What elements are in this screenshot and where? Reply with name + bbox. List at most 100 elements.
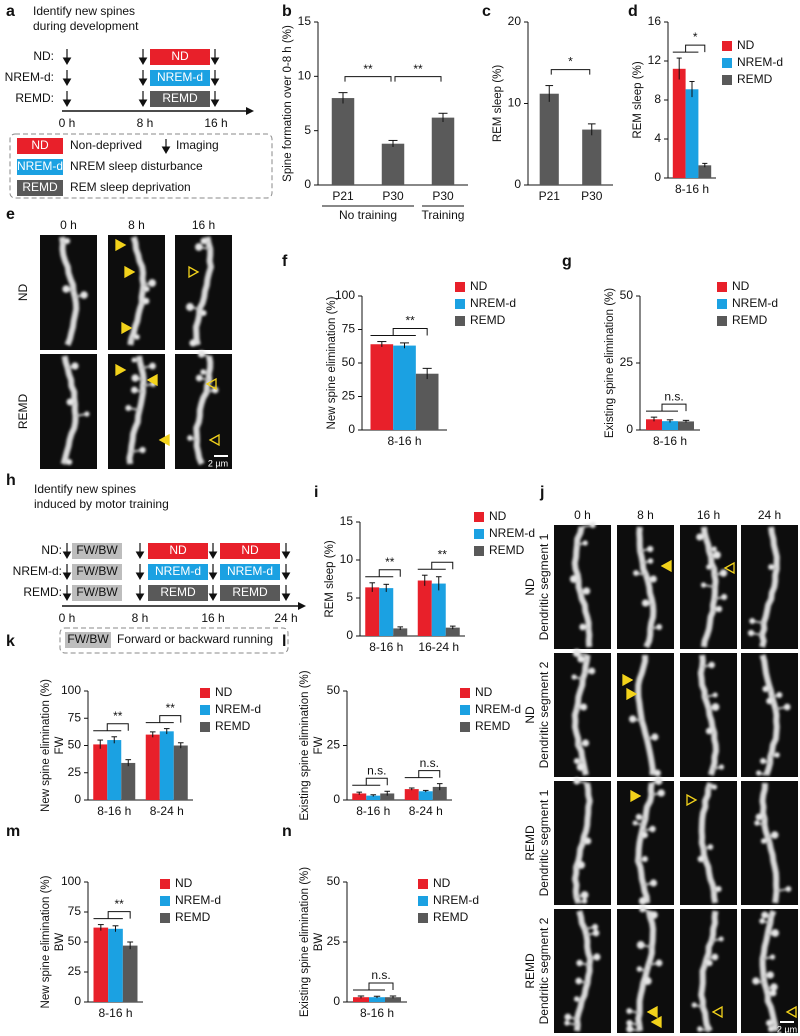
spine-head: [771, 929, 780, 937]
bar: [379, 588, 394, 636]
panel-letter: a: [6, 3, 15, 20]
arrow-head: [208, 593, 218, 601]
spine-head: [626, 1019, 633, 1027]
legend-swatch: [717, 316, 727, 326]
spine-head: [589, 521, 596, 529]
micrograph: [40, 235, 97, 350]
bracket: [365, 777, 388, 786]
spine-head: [579, 623, 587, 631]
dendrite-shaft: [759, 909, 779, 1032]
spine-head: [575, 977, 583, 985]
spine-head: [706, 564, 712, 570]
legend-swatch: [17, 159, 63, 175]
spine-head: [580, 891, 589, 899]
dendrite-shaft: [759, 782, 780, 904]
spine-head: [785, 886, 792, 892]
group-label: Training: [422, 208, 465, 222]
spine-marker: [622, 673, 634, 687]
training-box: [72, 564, 122, 580]
spine-head: [626, 1008, 633, 1014]
spine-head: [769, 989, 777, 997]
spine-head: [721, 593, 728, 601]
dendrite-shaft: [634, 782, 655, 904]
training-box: [72, 585, 122, 601]
y-tick-label: 4: [654, 131, 661, 145]
spine-head: [569, 575, 578, 583]
x-tick-label: 8-16 h: [675, 182, 709, 196]
spine-head: [143, 286, 150, 292]
spine-marker: [711, 1005, 723, 1019]
group-label: No training: [339, 208, 397, 222]
legend-swatch: [455, 299, 465, 309]
legend-swatch: [474, 546, 484, 556]
y-tick-label: 75: [342, 322, 356, 336]
legend-label: REMD: [215, 719, 251, 733]
spine-head: [582, 739, 590, 747]
spine-head: [576, 959, 583, 967]
arrow-head: [135, 572, 145, 580]
panel-letter: l: [282, 633, 286, 650]
time-label: 0 h: [59, 116, 76, 130]
row-condition: REMD: [523, 825, 537, 861]
condition-box: [150, 49, 210, 65]
legend-swatch: [418, 879, 428, 889]
legend-swatch: [460, 722, 470, 732]
y-axis-label: REM sleep (%): [324, 540, 336, 617]
timeline-title: Identify new spines: [33, 4, 135, 18]
legend-label: ND: [433, 876, 451, 890]
time-label: 8 h: [128, 218, 145, 232]
legend-swatch: [717, 282, 727, 292]
spine-head: [715, 605, 723, 613]
dendrite: [756, 654, 791, 777]
legend-text: NREM sleep disturbance: [70, 159, 203, 173]
legend-swatch: [17, 180, 63, 196]
condition-box-label: NREM-d: [227, 564, 273, 578]
dendrite: [571, 649, 596, 776]
spine-head: [771, 831, 779, 839]
y-tick-label: 12: [648, 53, 662, 67]
timeline-title: during development: [33, 19, 139, 33]
y-axis-label: REM sleep (%): [492, 65, 504, 142]
spine-head: [718, 764, 725, 770]
dendrite: [752, 909, 780, 1032]
dendrite: [571, 777, 593, 904]
dendrite-shaft: [636, 526, 657, 649]
bracket: [107, 911, 131, 919]
spine-head: [749, 618, 756, 624]
arrow-head: [135, 593, 145, 601]
y-axis-label: New spine elimination (%): [40, 679, 52, 812]
spine-head: [756, 770, 762, 776]
arrow-head: [208, 572, 218, 580]
panel-letter: f: [282, 253, 288, 270]
y-tick-label: 75: [68, 904, 82, 918]
spine-head: [708, 661, 715, 669]
spine-head: [651, 733, 659, 741]
bracket: [392, 328, 428, 336]
x-tick-label: 16-24 h: [418, 640, 459, 654]
arrow-head: [161, 146, 171, 154]
y-tick-label: 0: [333, 792, 340, 806]
legend-swatch: [200, 722, 210, 732]
condition-box: [220, 564, 280, 580]
legend-swatch: [200, 705, 210, 715]
bar: [370, 344, 394, 430]
spine-head: [768, 564, 775, 570]
y-axis-label: Existing spine elimination (%): [299, 867, 311, 1017]
arrow-head: [138, 78, 148, 86]
spine-head: [657, 789, 665, 797]
x-tick-label: P21: [539, 189, 561, 203]
legend-label: ND: [489, 509, 507, 523]
bar: [93, 744, 108, 800]
spine-head: [649, 879, 658, 887]
bar: [539, 93, 559, 185]
legend-text: REM sleep deprivation: [70, 180, 191, 194]
spine-head: [649, 825, 656, 833]
arrow-head: [210, 78, 220, 86]
spine-head: [641, 599, 650, 607]
y-axis-label: Existing spine elimination (%): [299, 670, 311, 820]
y-axis-sublabel: FW: [313, 736, 325, 754]
spine-head: [195, 374, 203, 382]
bar: [145, 734, 160, 800]
spine-head: [197, 350, 206, 358]
spine-head: [641, 856, 648, 862]
